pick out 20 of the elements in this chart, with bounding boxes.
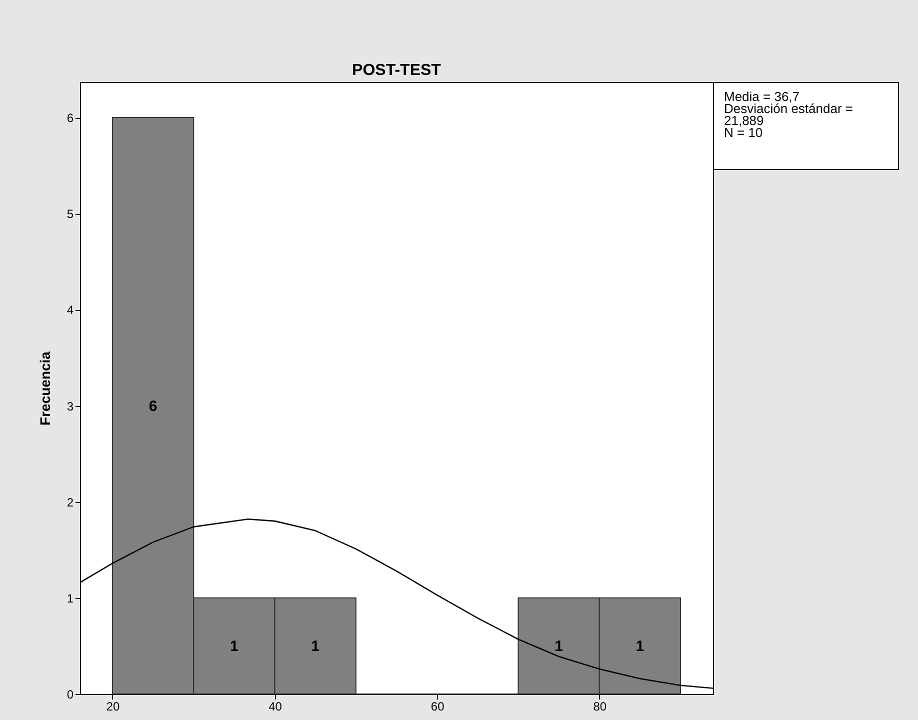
data-label: 1: [636, 638, 644, 655]
y-axis-title: Frecuencia: [36, 351, 53, 426]
y-tick-label: 2: [66, 495, 74, 510]
x-tick-label: 80: [593, 700, 607, 714]
y-tick-label: 4: [66, 303, 74, 318]
data-label: 6: [148, 398, 158, 415]
text: Desviación estándar = 21,889: [724, 101, 854, 128]
x-tick-label: 20: [106, 700, 120, 714]
data-label: 1: [230, 638, 238, 655]
y-tick-label: 6: [66, 111, 74, 126]
chart-title: POST-TEST: [352, 62, 442, 79]
y-tick-label: 5: [66, 207, 74, 222]
y-tick-label: 0: [66, 688, 74, 702]
y-tick-label: 1: [66, 591, 74, 606]
text: Media = 36,7: [724, 89, 800, 104]
x-tick-label: 60: [430, 700, 445, 714]
data-label: 1: [554, 638, 563, 655]
data-label: 1: [311, 638, 320, 655]
x-tick-label: 40: [268, 700, 282, 714]
y-tick-label: 3: [66, 399, 74, 414]
